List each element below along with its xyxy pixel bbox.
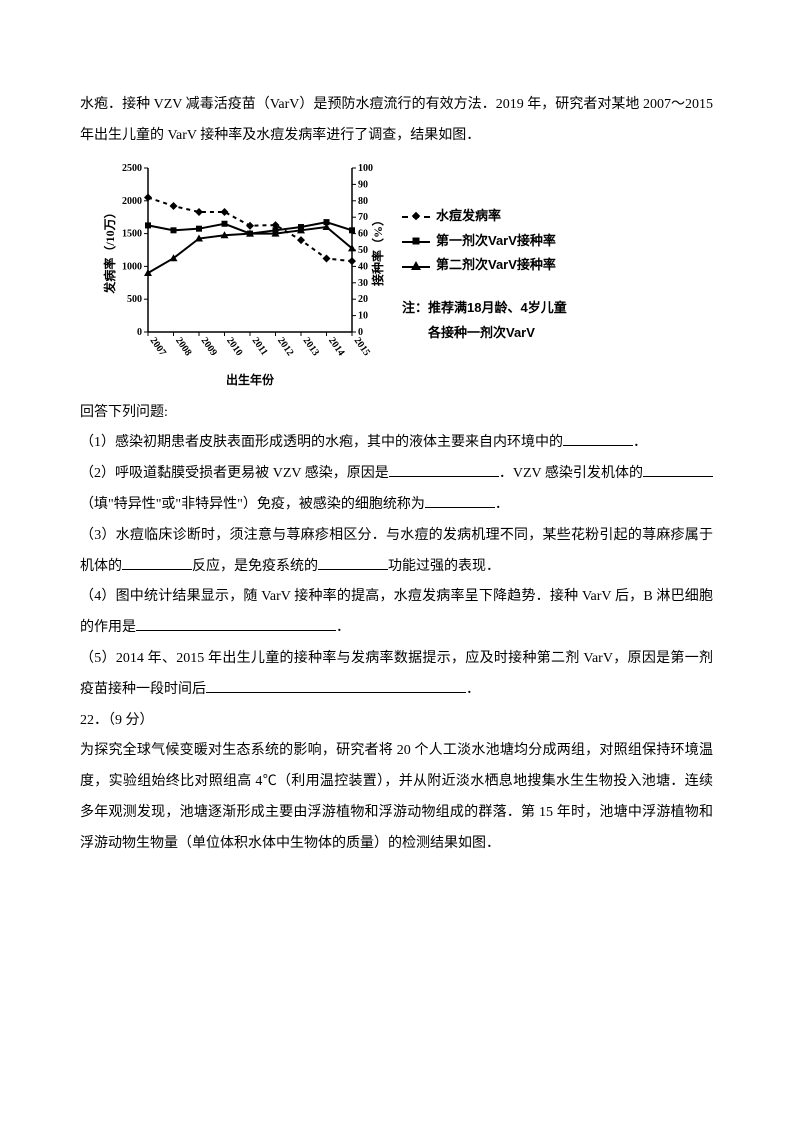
legend-dose2: 第二剂次VarV接种率	[402, 253, 567, 278]
q-text: ．VZV 感染引发机体的	[499, 466, 643, 481]
chart-note: 注：推荐满18月龄、4岁儿童 各接种一剂次VarV	[402, 296, 567, 345]
question-3: （3）水痘临床诊断时，须注意与荨麻疹相区分．与水痘的发病机理不同，某些花粉引起的…	[80, 521, 713, 583]
svg-text:70: 70	[358, 212, 368, 223]
q-text: ．	[466, 682, 480, 697]
chart-svg: 0500100015002000250001020304050607080901…	[100, 160, 390, 390]
svg-text:发病率（/10万）: 发病率（/10万）	[102, 206, 117, 294]
svg-text:30: 30	[358, 277, 368, 288]
legend-label: 第二剂次VarV接种率	[436, 253, 556, 278]
q-text: ．	[495, 497, 509, 512]
svg-text:2014: 2014	[326, 335, 346, 358]
chart-note-line: 注：推荐满18月龄、4岁儿童	[402, 296, 567, 321]
answer-header: 回答下列问题:	[80, 398, 713, 429]
svg-text:100: 100	[358, 163, 373, 174]
blank	[136, 615, 336, 631]
blank	[563, 430, 633, 446]
q-text: （填"特异性"或"非特异性"）免疫，被感染的细胞统称为	[80, 497, 425, 512]
question-2: （2）呼吸道黏膜受损者更易被 VZV 感染，原因是 ．VZV 感染引发机体的 （填…	[80, 459, 713, 521]
blank	[643, 461, 713, 477]
svg-text:1500: 1500	[122, 228, 142, 239]
svg-text:500: 500	[127, 294, 142, 305]
svg-text:2015: 2015	[352, 335, 372, 358]
question-1: （1）感染初期患者皮肤表面形成透明的水疱，其中的液体主要来自内环境中的 ．	[80, 428, 713, 459]
q-text: 功能过强的表现．	[388, 559, 500, 574]
legend-incidence: 水痘发病率	[402, 204, 567, 229]
legend-label: 第一剂次VarV接种率	[436, 229, 556, 254]
blank	[122, 553, 192, 569]
chart-note-line: 各接种一剂次VarV	[402, 321, 567, 346]
svg-text:90: 90	[358, 179, 368, 190]
svg-text:50: 50	[358, 245, 368, 256]
question-4: （4）图中统计结果显示，随 VarV 接种率的提高，水痘发病率呈下降趋势．接种 …	[80, 582, 713, 644]
legend-dose1: 第一剂次VarV接种率	[402, 229, 567, 254]
chart-legend: 水痘发病率 第一剂次VarV接种率 第二剂次VarV接种率 注：推荐满18月龄、…	[402, 204, 567, 345]
svg-text:2011: 2011	[250, 335, 270, 357]
blank	[318, 553, 388, 569]
svg-text:2013: 2013	[301, 335, 321, 358]
svg-text:2009: 2009	[199, 335, 219, 358]
svg-text:出生年份: 出生年份	[226, 372, 275, 387]
svg-text:2008: 2008	[173, 335, 193, 358]
svg-text:2000: 2000	[122, 195, 142, 206]
svg-text:2010: 2010	[224, 335, 244, 358]
square-icon	[402, 234, 430, 248]
diamond-icon	[402, 209, 430, 223]
q-text: ．	[633, 435, 647, 450]
svg-text:10: 10	[358, 310, 368, 321]
intro-text: 水疱．接种 VZV 减毒活疫苗（VarV）是预防水痘流行的有效方法．2019 年…	[80, 90, 713, 152]
q-text: 反应，是免疫系统的	[192, 559, 318, 574]
triangle-icon	[402, 259, 430, 273]
legend-label: 水痘发病率	[436, 204, 501, 229]
question-22-head: 22．（9 分）	[80, 706, 713, 737]
svg-text:1000: 1000	[122, 261, 142, 272]
blank	[206, 676, 466, 692]
svg-text:2007: 2007	[148, 335, 168, 358]
q-text: （2）呼吸道黏膜受损者更易被 VZV 感染，原因是	[80, 466, 389, 481]
svg-text:20: 20	[358, 294, 368, 305]
svg-text:60: 60	[358, 228, 368, 239]
svg-text:2012: 2012	[275, 335, 295, 358]
svg-text:接种率（%）: 接种率（%）	[370, 214, 385, 286]
blank	[389, 461, 499, 477]
svg-text:2500: 2500	[122, 163, 142, 174]
question-5: （5）2014 年、2015 年出生儿童的接种率与发病率数据提示，应及时接种第二…	[80, 644, 713, 706]
blank	[425, 492, 495, 508]
q-text: ．	[336, 620, 350, 635]
svg-text:0: 0	[137, 327, 142, 338]
q-text: （1）感染初期患者皮肤表面形成透明的水疱，其中的液体主要来自内环境中的	[80, 435, 563, 450]
question-22-body: 为探究全球气候变暖对生态系统的影响，研究者将 20 个人工淡水池塘均分成两组，对…	[80, 736, 713, 859]
chart-container: 0500100015002000250001020304050607080901…	[100, 160, 713, 390]
svg-text:40: 40	[358, 261, 368, 272]
chart-plot: 0500100015002000250001020304050607080901…	[100, 160, 390, 390]
svg-text:80: 80	[358, 195, 368, 206]
